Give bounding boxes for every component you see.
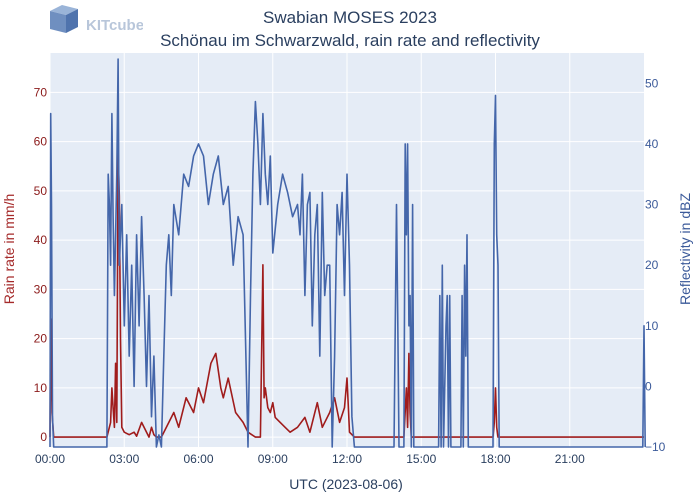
x-tick-label: 06:00 — [183, 452, 213, 466]
y-left-tick-label: 20 — [34, 332, 48, 346]
y-left-axis-title: Rain rate in mm/h — [1, 194, 17, 304]
y-right-axis-title: Reflectivity in dBZ — [677, 193, 693, 305]
y-left-tick-label: 70 — [34, 85, 48, 99]
x-tick-label: 15:00 — [406, 452, 436, 466]
y-right-tick-label: 10 — [645, 319, 659, 333]
x-tick-label: 00:00 — [35, 452, 65, 466]
series-line-rain-rate — [49, 150, 644, 438]
kitcube-cube-icon — [50, 5, 78, 33]
y-left-tick-label: 0 — [40, 430, 47, 444]
x-axis-title: UTC (2023-08-06) — [289, 476, 403, 492]
y-left-tick-label: 60 — [34, 135, 48, 149]
y-left-tick-label: 30 — [34, 282, 48, 296]
x-tick-label: 09:00 — [258, 452, 288, 466]
y-right-tick-label: 0 — [645, 379, 652, 393]
y-right-tick-label: 50 — [645, 76, 659, 90]
logo-text: KITcube — [86, 17, 143, 34]
chart-title: Swabian MOSES 2023 — [263, 8, 437, 27]
chart-subtitle: Schönau im Schwarzwald, rain rate and re… — [160, 31, 540, 50]
y-left-tick-label: 50 — [34, 184, 48, 198]
x-tick-label: 03:00 — [109, 452, 139, 466]
y-right-tick-label: 20 — [645, 258, 659, 272]
y-right-tick-label: 40 — [645, 137, 659, 151]
y-right-tick-label: −10 — [645, 440, 666, 454]
series-line-reflectivity — [49, 58, 646, 448]
y-left-tick-label: 40 — [34, 233, 48, 247]
axis-ticks: 00:00 03:00 06:00 09:00 12:00 15:00 18:00 21:00… — [34, 76, 666, 466]
kitcube-logo: KITcube — [50, 5, 143, 34]
y-right-tick-label: 30 — [645, 198, 659, 212]
x-tick-label: 18:00 — [480, 452, 510, 466]
x-tick-label: 12:00 — [332, 452, 362, 466]
x-tick-label: 21:00 — [555, 452, 585, 466]
y-left-tick-label: 10 — [34, 381, 48, 395]
series-layer — [49, 58, 646, 448]
